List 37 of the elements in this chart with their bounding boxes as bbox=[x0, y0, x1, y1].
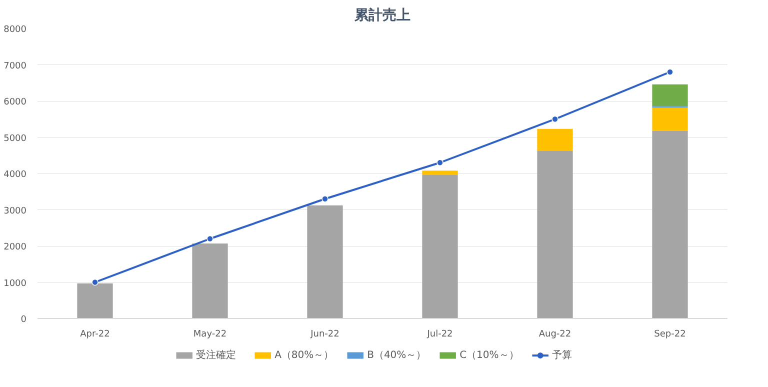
legend-label: C（10%～） bbox=[460, 350, 519, 361]
legend-label: 予算 bbox=[552, 349, 572, 361]
bar bbox=[422, 174, 458, 318]
point bbox=[92, 278, 98, 286]
y-tick-label: 7000 bbox=[4, 61, 27, 72]
bar bbox=[422, 170, 458, 175]
point bbox=[666, 68, 674, 76]
point bbox=[436, 159, 444, 166]
x-tick-label: Jul-22 bbox=[426, 330, 453, 340]
y-tick-label: 4000 bbox=[4, 170, 27, 180]
x-tick-label: Jun-22 bbox=[310, 330, 340, 340]
bar bbox=[537, 128, 573, 151]
point bbox=[206, 235, 214, 242]
y-tick-label: 1000 bbox=[4, 278, 27, 289]
y-tick-label: 8000 bbox=[4, 25, 27, 35]
chart-title: 累計売上 bbox=[354, 8, 410, 24]
x-tick-label: Aug-22 bbox=[538, 330, 572, 340]
legend-label: B（40%～） bbox=[367, 350, 426, 361]
bar bbox=[652, 130, 688, 318]
bar bbox=[652, 108, 688, 131]
y-tick-label: 2000 bbox=[4, 242, 27, 252]
bar bbox=[652, 84, 688, 106]
point bbox=[322, 195, 328, 202]
legend-label: 受注確定 bbox=[196, 349, 236, 361]
x-tick-label: May-22 bbox=[193, 330, 227, 340]
y-tick-label: 0 bbox=[20, 315, 27, 325]
y-tick-label: 5000 bbox=[4, 134, 27, 144]
bar bbox=[307, 205, 343, 318]
bar bbox=[192, 243, 228, 318]
point bbox=[552, 116, 558, 123]
x-tick-label: Sep-22 bbox=[654, 330, 686, 340]
bar bbox=[77, 283, 113, 318]
y-tick-label: 3000 bbox=[4, 206, 27, 216]
bar bbox=[537, 150, 573, 318]
legend-label: A（80%～） bbox=[274, 350, 334, 361]
y-tick-label: 6000 bbox=[4, 98, 27, 108]
x-tick-label: Apr-22 bbox=[80, 330, 110, 340]
